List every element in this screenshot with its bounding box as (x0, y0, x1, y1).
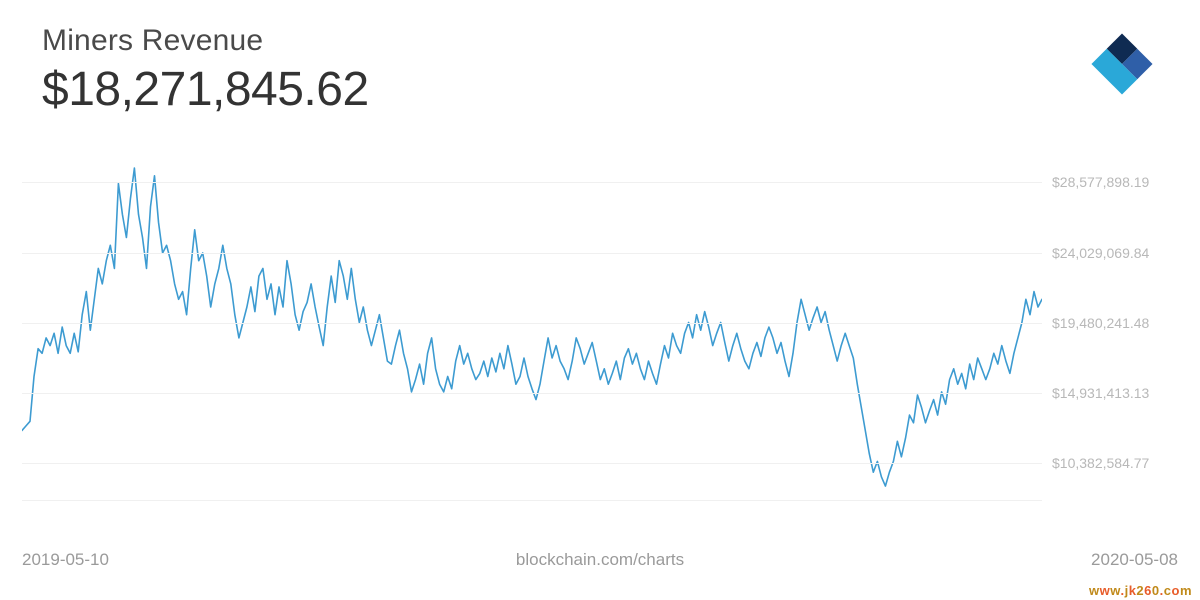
gridline (22, 393, 1042, 394)
chart-source-label: blockchain.com/charts (516, 550, 684, 570)
gridline (22, 463, 1042, 464)
chart-title: Miners Revenue (42, 24, 369, 58)
gridline (22, 253, 1042, 254)
watermark: www.jk260.com (1089, 583, 1192, 598)
chart-plot-area (22, 148, 1042, 500)
y-axis-label: $24,029,069.84 (1052, 245, 1149, 261)
chart-header: Miners Revenue $18,271,845.62 (42, 24, 369, 117)
chart-x-axis: 2019-05-10 blockchain.com/charts 2020-05… (22, 550, 1178, 570)
gridline (22, 182, 1042, 183)
x-axis-start-label: 2019-05-10 (22, 550, 109, 570)
y-axis-label: $14,931,413.13 (1052, 385, 1149, 401)
gridline (22, 323, 1042, 324)
x-axis-end-label: 2020-05-08 (1091, 550, 1178, 570)
chart-line (22, 148, 1042, 500)
y-axis-label: $10,382,584.77 (1052, 455, 1149, 471)
blockchain-logo-icon (1086, 28, 1158, 105)
chart-current-value: $18,271,845.62 (42, 62, 369, 117)
y-axis-label: $28,577,898.19 (1052, 174, 1149, 190)
y-axis-label: $19,480,241.48 (1052, 315, 1149, 331)
